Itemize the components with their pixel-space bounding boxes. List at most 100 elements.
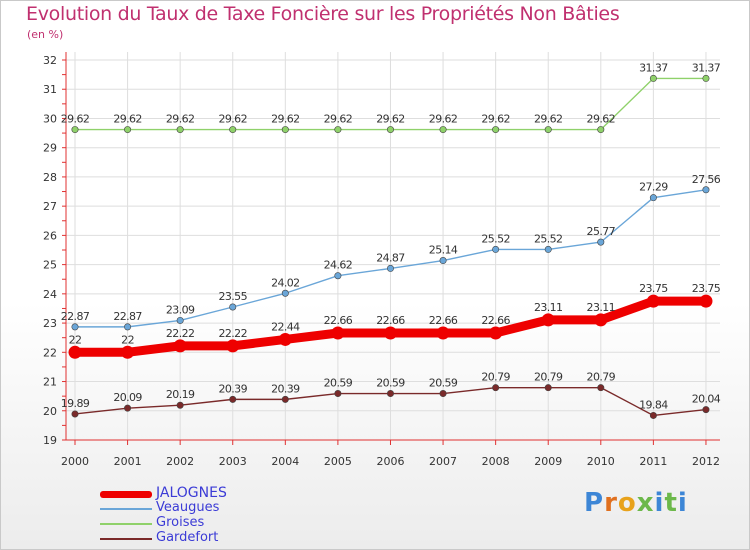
data-point-groises — [492, 126, 500, 134]
data-point-jalognes — [226, 339, 240, 353]
data-point-groises — [702, 74, 710, 82]
data-point-gardefort — [229, 395, 237, 403]
y-tick-label: 21 — [43, 376, 57, 389]
data-point-jalognes — [699, 294, 713, 308]
data-point-veaugues — [124, 323, 132, 331]
data-point-jalognes — [278, 332, 292, 346]
y-tick-label: 23 — [43, 317, 57, 330]
y-tick-label: 29 — [43, 142, 57, 155]
logo-letter: r — [604, 488, 618, 518]
data-point-jalognes — [541, 313, 555, 327]
legend-swatch — [100, 538, 152, 540]
data-point-groises — [176, 126, 184, 134]
data-point-jalognes — [646, 294, 660, 308]
data-label-groises: 29.62 — [61, 113, 90, 126]
data-point-gardefort — [649, 411, 657, 419]
proxiti-logo: Proxiti — [584, 488, 688, 518]
legend-item-groises: Groises — [100, 515, 300, 531]
legend-label: Groises — [156, 515, 205, 530]
chart-subtitle: (en %) — [27, 28, 64, 41]
legend-swatch — [100, 491, 152, 498]
logo-letter: t — [664, 488, 678, 518]
x-tick-label: 2008 — [482, 455, 510, 468]
data-label-gardefort: 20.59 — [324, 377, 353, 390]
data-point-gardefort — [439, 390, 447, 398]
data-label-veaugues: 27.29 — [639, 181, 668, 194]
data-label-veaugues: 25.52 — [481, 232, 510, 245]
data-label-gardefort: 19.89 — [61, 397, 90, 410]
legend-item-gardefort: Gardefort — [100, 530, 300, 546]
data-label-gardefort: 20.59 — [429, 377, 458, 390]
data-point-jalognes — [173, 339, 187, 353]
data-label-groises: 29.62 — [534, 113, 563, 126]
data-point-groises — [597, 126, 605, 134]
data-label-groises: 29.62 — [271, 113, 300, 126]
legend-swatch — [100, 508, 152, 510]
data-point-veaugues — [439, 257, 447, 265]
data-label-veaugues: 25.14 — [429, 244, 458, 257]
data-label-jalognes: 22.22 — [218, 327, 247, 340]
data-point-jalognes — [594, 313, 608, 327]
data-label-groises: 29.62 — [324, 113, 353, 126]
x-tick-label: 2009 — [534, 455, 562, 468]
logo-letter: o — [617, 488, 637, 518]
data-point-groises — [439, 126, 447, 134]
data-label-gardefort: 20.79 — [587, 371, 616, 384]
data-point-jalognes — [68, 345, 82, 359]
data-point-veaugues — [544, 245, 552, 253]
data-point-groises — [124, 126, 132, 134]
x-tick-label: 2001 — [114, 455, 142, 468]
data-point-veaugues — [281, 289, 289, 297]
series-groises — [71, 74, 710, 134]
data-point-jalognes — [331, 326, 345, 340]
x-tick-label: 2003 — [219, 455, 247, 468]
data-point-jalognes — [121, 345, 135, 359]
y-tick-label: 27 — [43, 200, 57, 213]
x-tick-label: 2000 — [61, 455, 89, 468]
data-point-groises — [544, 126, 552, 134]
legend-item-veaugues: Veaugues — [100, 500, 300, 516]
data-point-veaugues — [597, 238, 605, 246]
y-tick-label: 31 — [43, 83, 57, 96]
data-label-groises: 31.37 — [692, 61, 721, 74]
data-label-jalognes: 23.11 — [534, 301, 563, 314]
y-tick-label: 20 — [43, 405, 57, 418]
data-point-groises — [649, 74, 657, 82]
data-point-veaugues — [649, 194, 657, 202]
legend-label: JALOGNES — [156, 485, 227, 501]
data-label-jalognes: 22.44 — [271, 320, 300, 333]
data-point-veaugues — [334, 272, 342, 280]
data-label-veaugues: 24.87 — [376, 251, 405, 264]
data-point-groises — [229, 126, 237, 134]
data-label-gardefort: 20.79 — [534, 371, 563, 384]
data-label-gardefort: 20.39 — [271, 382, 300, 395]
data-point-veaugues — [176, 316, 184, 324]
data-label-jalognes: 22.66 — [324, 314, 353, 327]
data-point-groises — [386, 126, 394, 134]
logo-letter: i — [677, 488, 688, 518]
data-point-gardefort — [281, 395, 289, 403]
data-point-jalognes — [489, 326, 503, 340]
data-label-veaugues: 23.09 — [166, 303, 195, 316]
data-label-jalognes: 22.66 — [429, 314, 458, 327]
legend-label: Gardefort — [156, 530, 219, 545]
data-point-gardefort — [544, 384, 552, 392]
legend-label: Veaugues — [156, 500, 220, 515]
x-tick-label: 2004 — [271, 455, 299, 468]
data-point-veaugues — [71, 323, 79, 331]
data-point-gardefort — [71, 410, 79, 418]
axes: 19 20 21 22 23 24 25 26 27 28 29 30 31 32 2000 2001 2002… — [43, 52, 720, 468]
y-tick-label: 26 — [43, 229, 57, 242]
x-tick-label: 2007 — [429, 455, 457, 468]
data-label-jalognes: 22 — [69, 333, 82, 346]
data-label-veaugues: 27.56 — [692, 173, 721, 186]
series-jalognes — [68, 294, 713, 359]
data-label-veaugues: 22.87 — [113, 310, 142, 323]
data-label-jalognes: 22.66 — [376, 314, 405, 327]
data-point-groises — [281, 126, 289, 134]
data-point-gardefort — [386, 390, 394, 398]
data-label-veaugues: 25.52 — [534, 232, 563, 245]
x-tick-label: 2006 — [376, 455, 404, 468]
